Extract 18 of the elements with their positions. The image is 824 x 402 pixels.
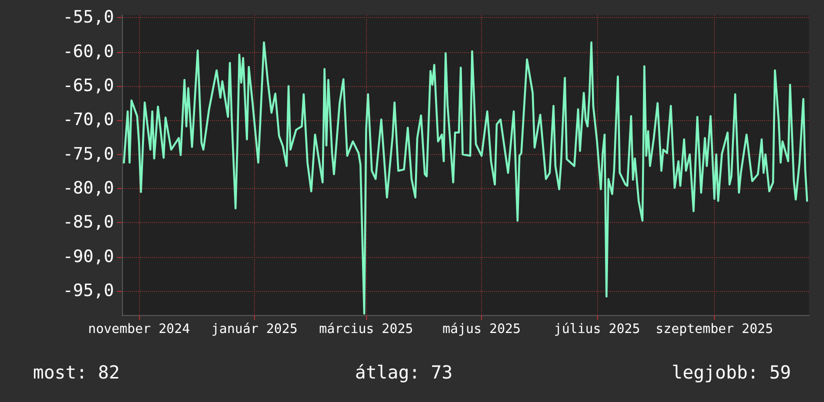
x-tick-label: május 2025 <box>442 322 521 337</box>
x-tick-label: július 2025 <box>554 322 640 337</box>
text: most: 82 <box>33 362 120 384</box>
text: legjobb: 59 <box>672 362 792 384</box>
y-tick-label: -65,0 <box>62 76 114 96</box>
y-tick-label: -95,0 <box>62 281 114 302</box>
y-tick-label: -60,0 <box>62 42 114 62</box>
y-tick-label: -75,0 <box>62 144 114 164</box>
y-tick-label: -90,0 <box>62 246 114 267</box>
text: átlag: 73 <box>355 362 453 384</box>
x-tick-label: január 2025 <box>211 322 298 337</box>
x-tick-label: szeptember 2025 <box>656 322 774 337</box>
x-tick-label: november 2024 <box>88 322 190 337</box>
y-tick-label: -80,0 <box>62 178 114 199</box>
y-tick-label: -70,0 <box>62 110 114 130</box>
x-tick-label: március 2025 <box>319 322 414 337</box>
y-tick-label: -85,0 <box>62 212 114 233</box>
y-tick-label: -55,0 <box>62 8 114 28</box>
